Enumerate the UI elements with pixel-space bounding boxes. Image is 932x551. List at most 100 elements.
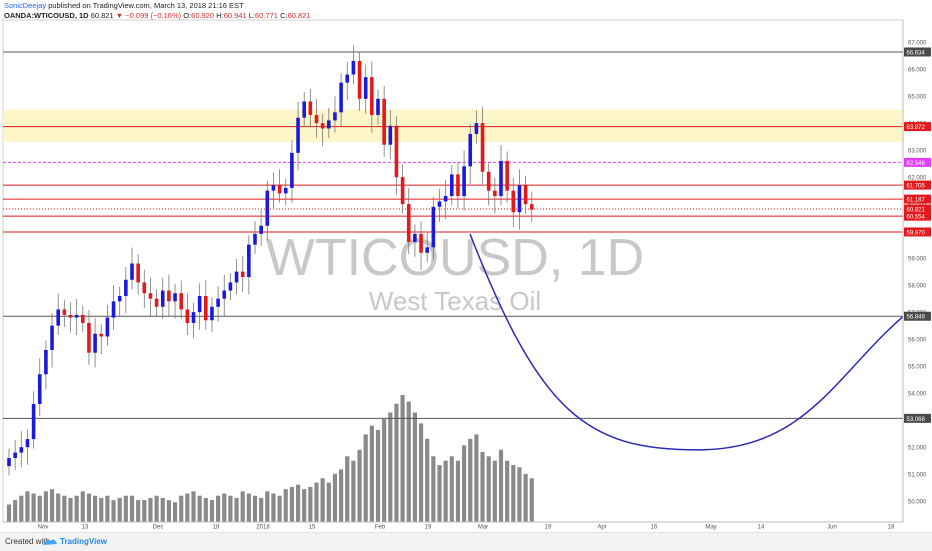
candle-body[interactable] bbox=[74, 314, 79, 318]
candle-body[interactable] bbox=[216, 298, 220, 307]
candle-body[interactable] bbox=[44, 349, 48, 375]
candle-body[interactable] bbox=[431, 206, 436, 248]
candle-body[interactable] bbox=[124, 279, 128, 296]
candle-body[interactable] bbox=[388, 125, 393, 145]
candle-body[interactable] bbox=[93, 333, 97, 353]
time-scale[interactable] bbox=[3, 522, 903, 532]
candle-body[interactable] bbox=[437, 201, 442, 207]
candle-body[interactable] bbox=[499, 160, 503, 197]
candle-body[interactable] bbox=[7, 457, 11, 467]
candle-body[interactable] bbox=[277, 185, 282, 194]
volume-bar bbox=[56, 493, 61, 522]
candle-body[interactable] bbox=[62, 309, 67, 315]
candle-body[interactable] bbox=[511, 190, 516, 213]
candle-body[interactable] bbox=[308, 101, 313, 116]
candle-body[interactable] bbox=[382, 98, 386, 145]
candle-body[interactable] bbox=[167, 290, 171, 302]
candle-body[interactable] bbox=[37, 374, 42, 404]
plot-area[interactable] bbox=[2, 19, 904, 523]
price-tick-label: 51.000 bbox=[908, 473, 927, 479]
candle-body[interactable] bbox=[25, 439, 30, 448]
candle-body[interactable] bbox=[320, 123, 325, 129]
close-label: C: bbox=[280, 11, 288, 20]
candle-body[interactable] bbox=[222, 290, 227, 299]
candle-body[interactable] bbox=[142, 282, 147, 294]
candle-body[interactable] bbox=[394, 125, 399, 178]
candle-body[interactable] bbox=[419, 233, 423, 253]
candle-body[interactable] bbox=[474, 123, 479, 134]
candle-body[interactable] bbox=[314, 115, 319, 124]
candle-body[interactable] bbox=[105, 317, 110, 337]
candle-body[interactable] bbox=[265, 190, 270, 226]
candle-body[interactable] bbox=[259, 225, 263, 234]
candle-body[interactable] bbox=[290, 152, 294, 188]
candle-body[interactable] bbox=[197, 295, 202, 313]
volume-bar bbox=[37, 495, 42, 522]
candle-body[interactable] bbox=[351, 61, 356, 75]
candle-body[interactable] bbox=[154, 298, 159, 307]
candle-body[interactable] bbox=[523, 185, 528, 205]
candle-body[interactable] bbox=[173, 293, 177, 302]
candle-body[interactable] bbox=[99, 333, 104, 337]
candle-body[interactable] bbox=[468, 133, 473, 167]
candle-body[interactable] bbox=[204, 295, 208, 321]
candle-body[interactable] bbox=[529, 204, 534, 210]
time-tick-label: 19 bbox=[545, 525, 552, 531]
candle-body[interactable] bbox=[357, 61, 362, 99]
candle-body[interactable] bbox=[462, 166, 466, 197]
candle-body[interactable] bbox=[87, 322, 91, 353]
candle-body[interactable] bbox=[234, 271, 239, 283]
candle-body[interactable] bbox=[191, 312, 196, 323]
candle-body[interactable] bbox=[111, 301, 116, 318]
candle-body[interactable] bbox=[517, 185, 522, 213]
price-scale[interactable] bbox=[903, 20, 932, 522]
candle-body[interactable] bbox=[363, 77, 368, 99]
candle-body[interactable] bbox=[345, 74, 350, 83]
projection-curve[interactable] bbox=[469, 233, 906, 451]
candle-body[interactable] bbox=[136, 263, 140, 283]
candle-body[interactable] bbox=[148, 293, 153, 299]
candle-body[interactable] bbox=[296, 117, 300, 153]
candle-body[interactable] bbox=[228, 282, 233, 291]
candle-body[interactable] bbox=[302, 101, 306, 118]
candle-body[interactable] bbox=[271, 185, 276, 191]
candle-body[interactable] bbox=[413, 233, 417, 242]
candle-body[interactable] bbox=[327, 120, 331, 129]
author-link[interactable]: SonicDeejay bbox=[4, 1, 47, 10]
candle-body[interactable] bbox=[50, 325, 54, 350]
candle-body[interactable] bbox=[425, 247, 429, 253]
candle-body[interactable] bbox=[333, 112, 337, 121]
candle-body[interactable] bbox=[68, 314, 73, 318]
candle-body[interactable] bbox=[505, 160, 509, 191]
candle-body[interactable] bbox=[130, 263, 134, 280]
candle-body[interactable] bbox=[370, 77, 374, 116]
candle-body[interactable] bbox=[450, 174, 454, 197]
volume-bar bbox=[129, 495, 135, 522]
candle-body[interactable] bbox=[493, 190, 497, 197]
candle-body[interactable] bbox=[443, 196, 448, 202]
candle-body[interactable] bbox=[456, 174, 460, 197]
candle-body[interactable] bbox=[406, 204, 411, 242]
candle-body[interactable] bbox=[240, 271, 245, 278]
tradingview-brand[interactable]: TradingView bbox=[60, 537, 107, 546]
candle-body[interactable] bbox=[376, 98, 380, 116]
candle-body[interactable] bbox=[31, 403, 36, 440]
candle-body[interactable] bbox=[56, 309, 60, 326]
candle-body[interactable] bbox=[283, 187, 288, 194]
candle-body[interactable] bbox=[486, 171, 491, 191]
candle-body[interactable] bbox=[210, 306, 214, 321]
candle-body[interactable] bbox=[13, 452, 17, 458]
candle-body[interactable] bbox=[339, 82, 343, 113]
candle-body[interactable] bbox=[160, 290, 165, 307]
candle-body[interactable] bbox=[81, 314, 85, 323]
candle-body[interactable] bbox=[179, 293, 183, 310]
candle-body[interactable] bbox=[19, 447, 24, 453]
price-chart[interactable]: WTICOUSD, 1D West Texas Oil 50.000 51.000… bbox=[0, 0, 932, 532]
resistance-zone bbox=[3, 109, 903, 143]
candle-body[interactable] bbox=[253, 233, 257, 245]
candle-body[interactable] bbox=[247, 244, 251, 278]
candle-body[interactable] bbox=[185, 309, 190, 323]
candle-body[interactable] bbox=[480, 123, 485, 172]
candle-body[interactable] bbox=[400, 177, 405, 205]
candle-body[interactable] bbox=[117, 295, 122, 302]
